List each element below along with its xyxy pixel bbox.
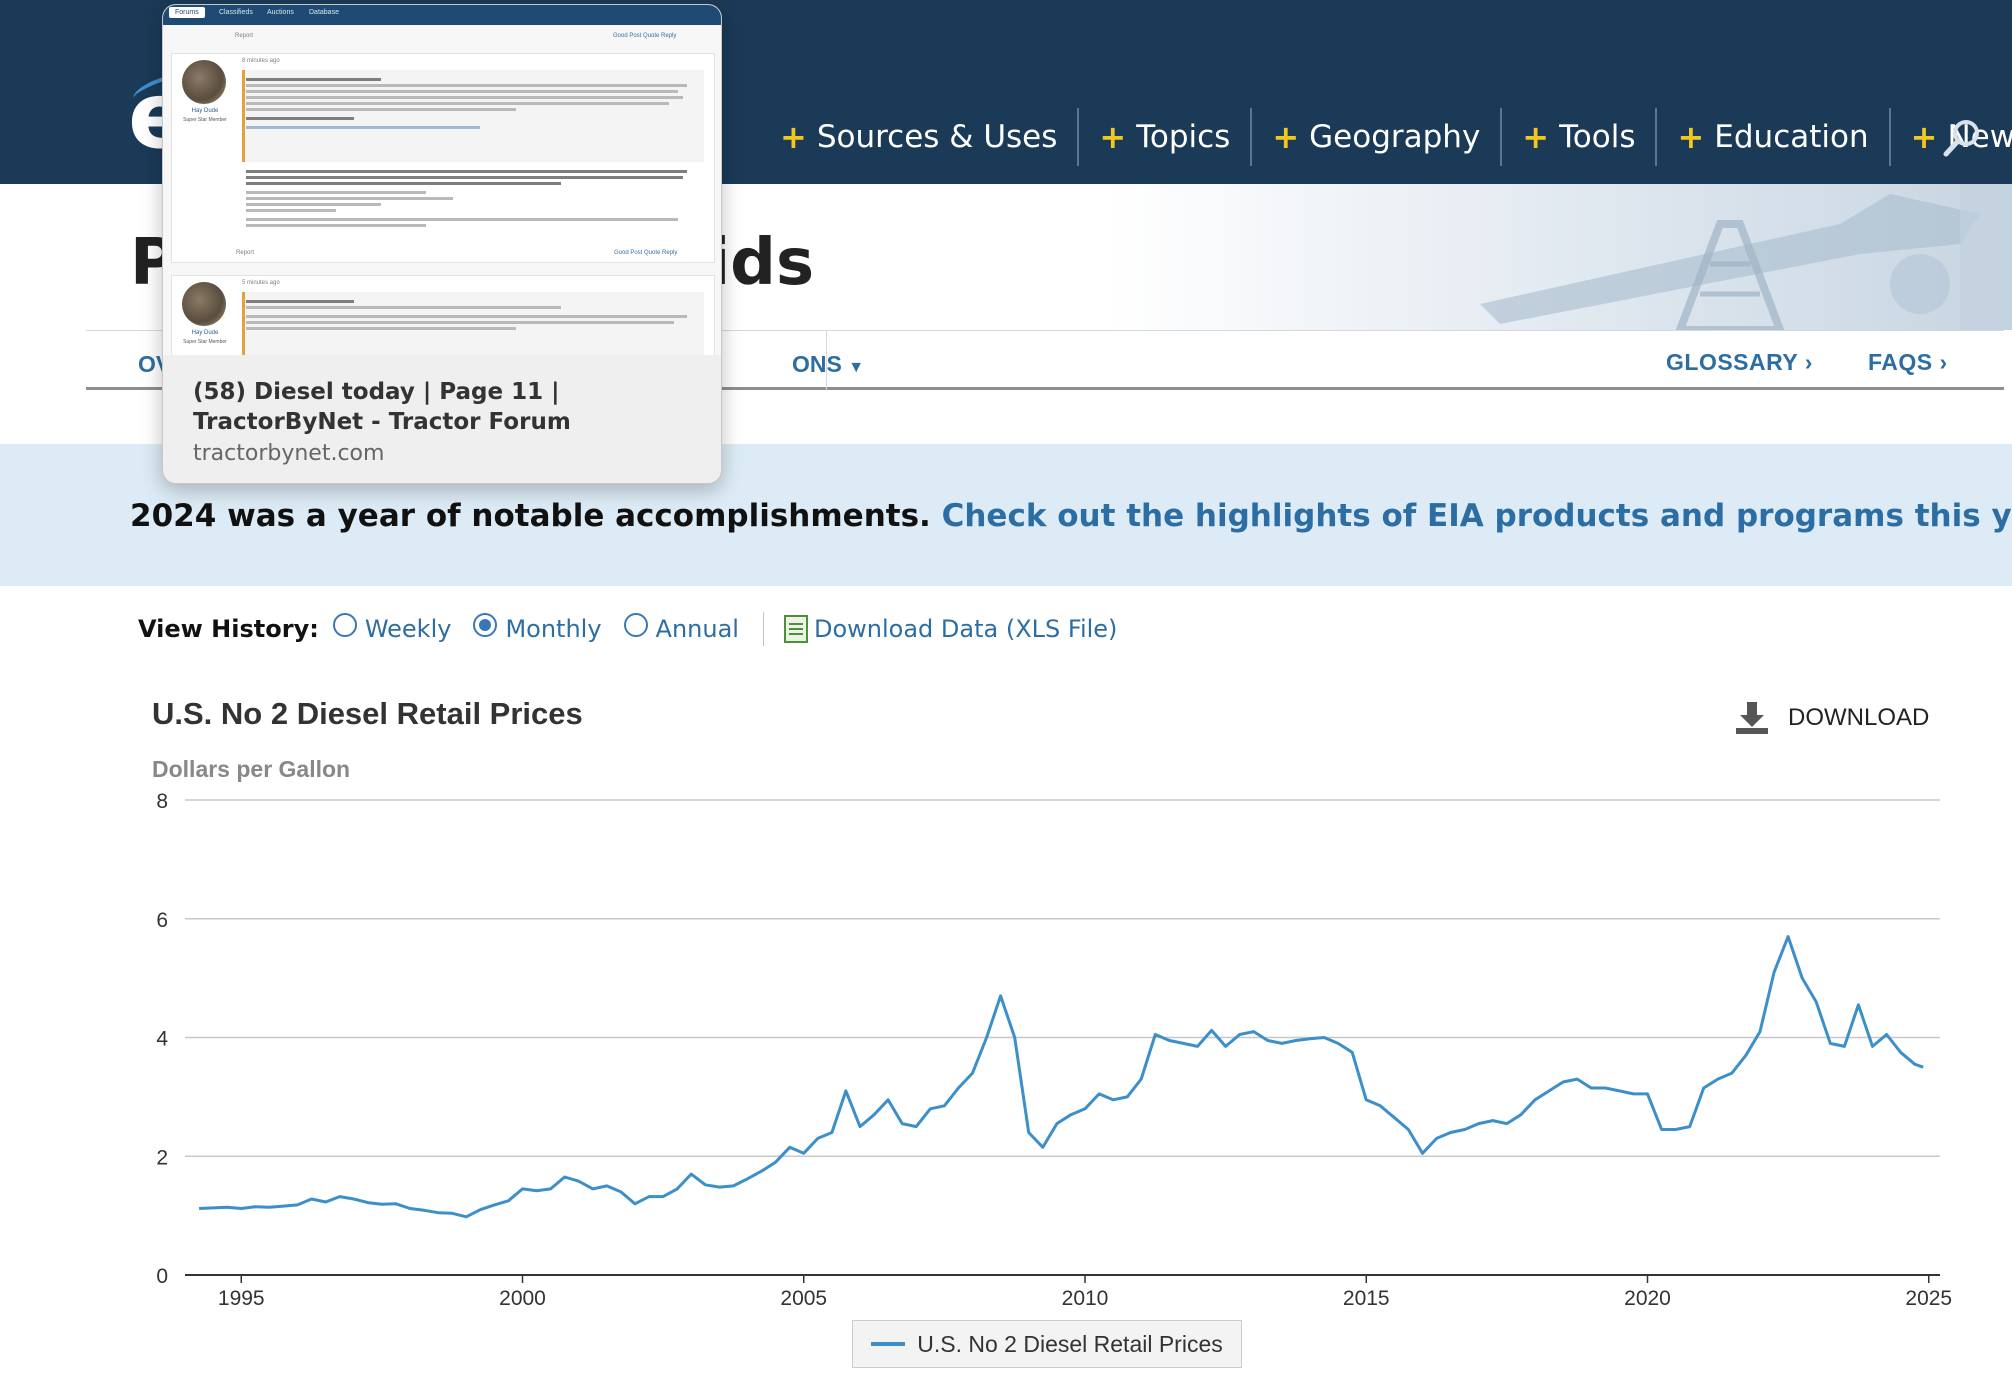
y-tick-label: 0 — [156, 1265, 168, 1288]
x-tick-label: 2015 — [1343, 1287, 1390, 1310]
thumb-time: 5 minutes ago — [242, 280, 280, 286]
faqs-label: FAQS — [1868, 349, 1933, 375]
thumb-tab: Classifieds — [219, 9, 253, 16]
glossary-link[interactable]: GLOSSARY › — [1666, 349, 1813, 376]
subnav-data-tab[interactable]: ONS ▼ — [792, 351, 864, 378]
thumb-tab: Auctions — [267, 9, 294, 16]
thumb-tab: Database — [309, 9, 339, 16]
chart-units: Dollars per Gallon — [152, 756, 351, 782]
announcement-link[interactable]: Check out the highlights of EIA products… — [941, 498, 2012, 534]
radio-unchecked-icon — [332, 613, 357, 637]
download-icon — [1736, 702, 1768, 734]
x-tick-label: 2025 — [1905, 1287, 1952, 1310]
thumb-actions: Good Post Quote Reply — [613, 33, 677, 39]
radio-checked-icon — [473, 613, 498, 637]
tab-preview-thumbnail: Forums Classifieds Auctions Database Rep… — [163, 5, 721, 355]
radio-label: Annual — [655, 615, 739, 643]
plus-icon: + — [1272, 118, 1300, 156]
chevron-right-icon: › — [1804, 349, 1813, 375]
radio-weekly[interactable]: Weekly — [332, 613, 452, 643]
faqs-link[interactable]: FAQS › — [1868, 349, 1948, 376]
thumb-time: 8 minutes ago — [242, 58, 280, 64]
view-history-controls: View History: Weekly Monthly Annual Down… — [138, 612, 1117, 646]
thumb-user-role: Super Star Member — [183, 339, 227, 345]
thumb-actions: Good Post Quote Reply — [614, 250, 678, 256]
view-history-divider — [762, 612, 764, 646]
nav-label: Sources & Uses — [816, 119, 1058, 155]
x-tick-label: 1995 — [218, 1287, 265, 1310]
chart-legend[interactable]: U.S. No 2 Diesel Retail Prices — [852, 1320, 1242, 1368]
thumb-quote-lines — [246, 300, 696, 333]
legend-label: U.S. No 2 Diesel Retail Prices — [917, 1330, 1223, 1357]
thumb-quote-lines — [246, 78, 696, 132]
chart-download-label: DOWNLOAD — [1788, 704, 1930, 731]
announcement-text: 2024 was a year of notable accomplishmen… — [130, 498, 2012, 534]
chart-download-button[interactable]: DOWNLOAD — [1734, 702, 1929, 734]
view-history-label: View History: — [138, 615, 319, 643]
caret-down-icon: ▼ — [848, 359, 865, 376]
chevron-right-icon: › — [1939, 349, 1948, 375]
thumb-user-role: Super Star Member — [183, 117, 227, 123]
nav-label: Education — [1714, 119, 1869, 155]
plus-icon: + — [1677, 118, 1705, 156]
nav-label: Topics — [1136, 119, 1231, 155]
thumb-tab: Forums — [169, 7, 205, 18]
subnav-divider — [826, 331, 827, 391]
x-tick-label: 2000 — [499, 1287, 546, 1310]
tab-preview-popup[interactable]: Forums Classifieds Auctions Database Rep… — [162, 4, 722, 484]
tab-preview-title: (58) Diesel today | Page 11 | TractorByN… — [193, 379, 571, 435]
thumb-avatar — [182, 60, 226, 104]
thumb-username: Hay Dude — [191, 108, 219, 114]
radio-monthly[interactable]: Monthly — [473, 613, 602, 643]
thumb-post: Hay Dude Super Star Member 8 minutes ago… — [171, 53, 715, 263]
radio-label: Weekly — [364, 615, 452, 643]
sub-nav: OV ONS ▼ GLOSSARY › FAQS › — [86, 330, 2004, 391]
thumb-report: Report — [236, 250, 255, 256]
thumb-avatar — [182, 282, 226, 326]
plus-icon: + — [780, 118, 807, 156]
x-tick-label: 2010 — [1062, 1287, 1109, 1310]
y-tick-label: 6 — [156, 909, 168, 932]
radio-label: Monthly — [505, 615, 602, 643]
x-tick-label: 2005 — [780, 1287, 827, 1310]
radio-unchecked-icon — [623, 613, 648, 637]
subnav-data-label: ONS — [792, 351, 842, 377]
legend-swatch — [871, 1342, 906, 1346]
nav-sources-uses[interactable]: + Sources & Uses — [760, 108, 1080, 166]
thumb-report: Report — [235, 33, 254, 39]
nav-label: Geography — [1309, 119, 1481, 155]
nav-geography[interactable]: + Geography — [1252, 108, 1503, 166]
search-icon[interactable] — [1942, 118, 1982, 158]
y-tick-label: 8 — [156, 790, 168, 813]
thumb-username: Hay Dude — [191, 330, 219, 336]
series-line — [199, 935, 1924, 1219]
radio-annual[interactable]: Annual — [623, 613, 739, 643]
spreadsheet-icon[interactable] — [783, 615, 808, 643]
thumb-body-lines — [246, 170, 696, 230]
thumb-post: Hay Dude Super Star Member 5 minutes ago — [171, 275, 715, 355]
main-nav: + Sources & Uses + Topics + Geography + Tool… — [760, 108, 2012, 166]
diesel-price-chart: 0 2 4 6 8 1995 2000 2005 2010 2015 2020 2025 — [156, 790, 1952, 1310]
nav-label: Tools — [1559, 119, 1636, 155]
thumb-forum-nav: Forums Classifieds Auctions Database — [163, 5, 721, 25]
download-xls-link[interactable]: Download Data (XLS File) — [813, 615, 1118, 643]
y-tick-label: 4 — [156, 1028, 168, 1051]
plus-icon: + — [1099, 118, 1127, 156]
y-tick-label: 2 — [156, 1146, 168, 1169]
chart-title: U.S. No 2 Diesel Retail Prices — [152, 696, 583, 731]
tab-preview-domain: tractorbynet.com — [193, 441, 385, 466]
nav-education[interactable]: + Education — [1657, 108, 1891, 166]
x-tick-label: 2020 — [1624, 1287, 1671, 1310]
nav-topics[interactable]: + Topics — [1079, 108, 1253, 166]
glossary-label: GLOSSARY — [1666, 349, 1798, 375]
plus-icon: + — [1522, 118, 1550, 156]
pumpjack-image — [1480, 184, 2012, 330]
plus-icon: + — [1910, 118, 1938, 156]
announcement-statement: 2024 was a year of notable accomplishmen… — [130, 498, 931, 534]
nav-tools[interactable]: + Tools — [1502, 108, 1658, 166]
